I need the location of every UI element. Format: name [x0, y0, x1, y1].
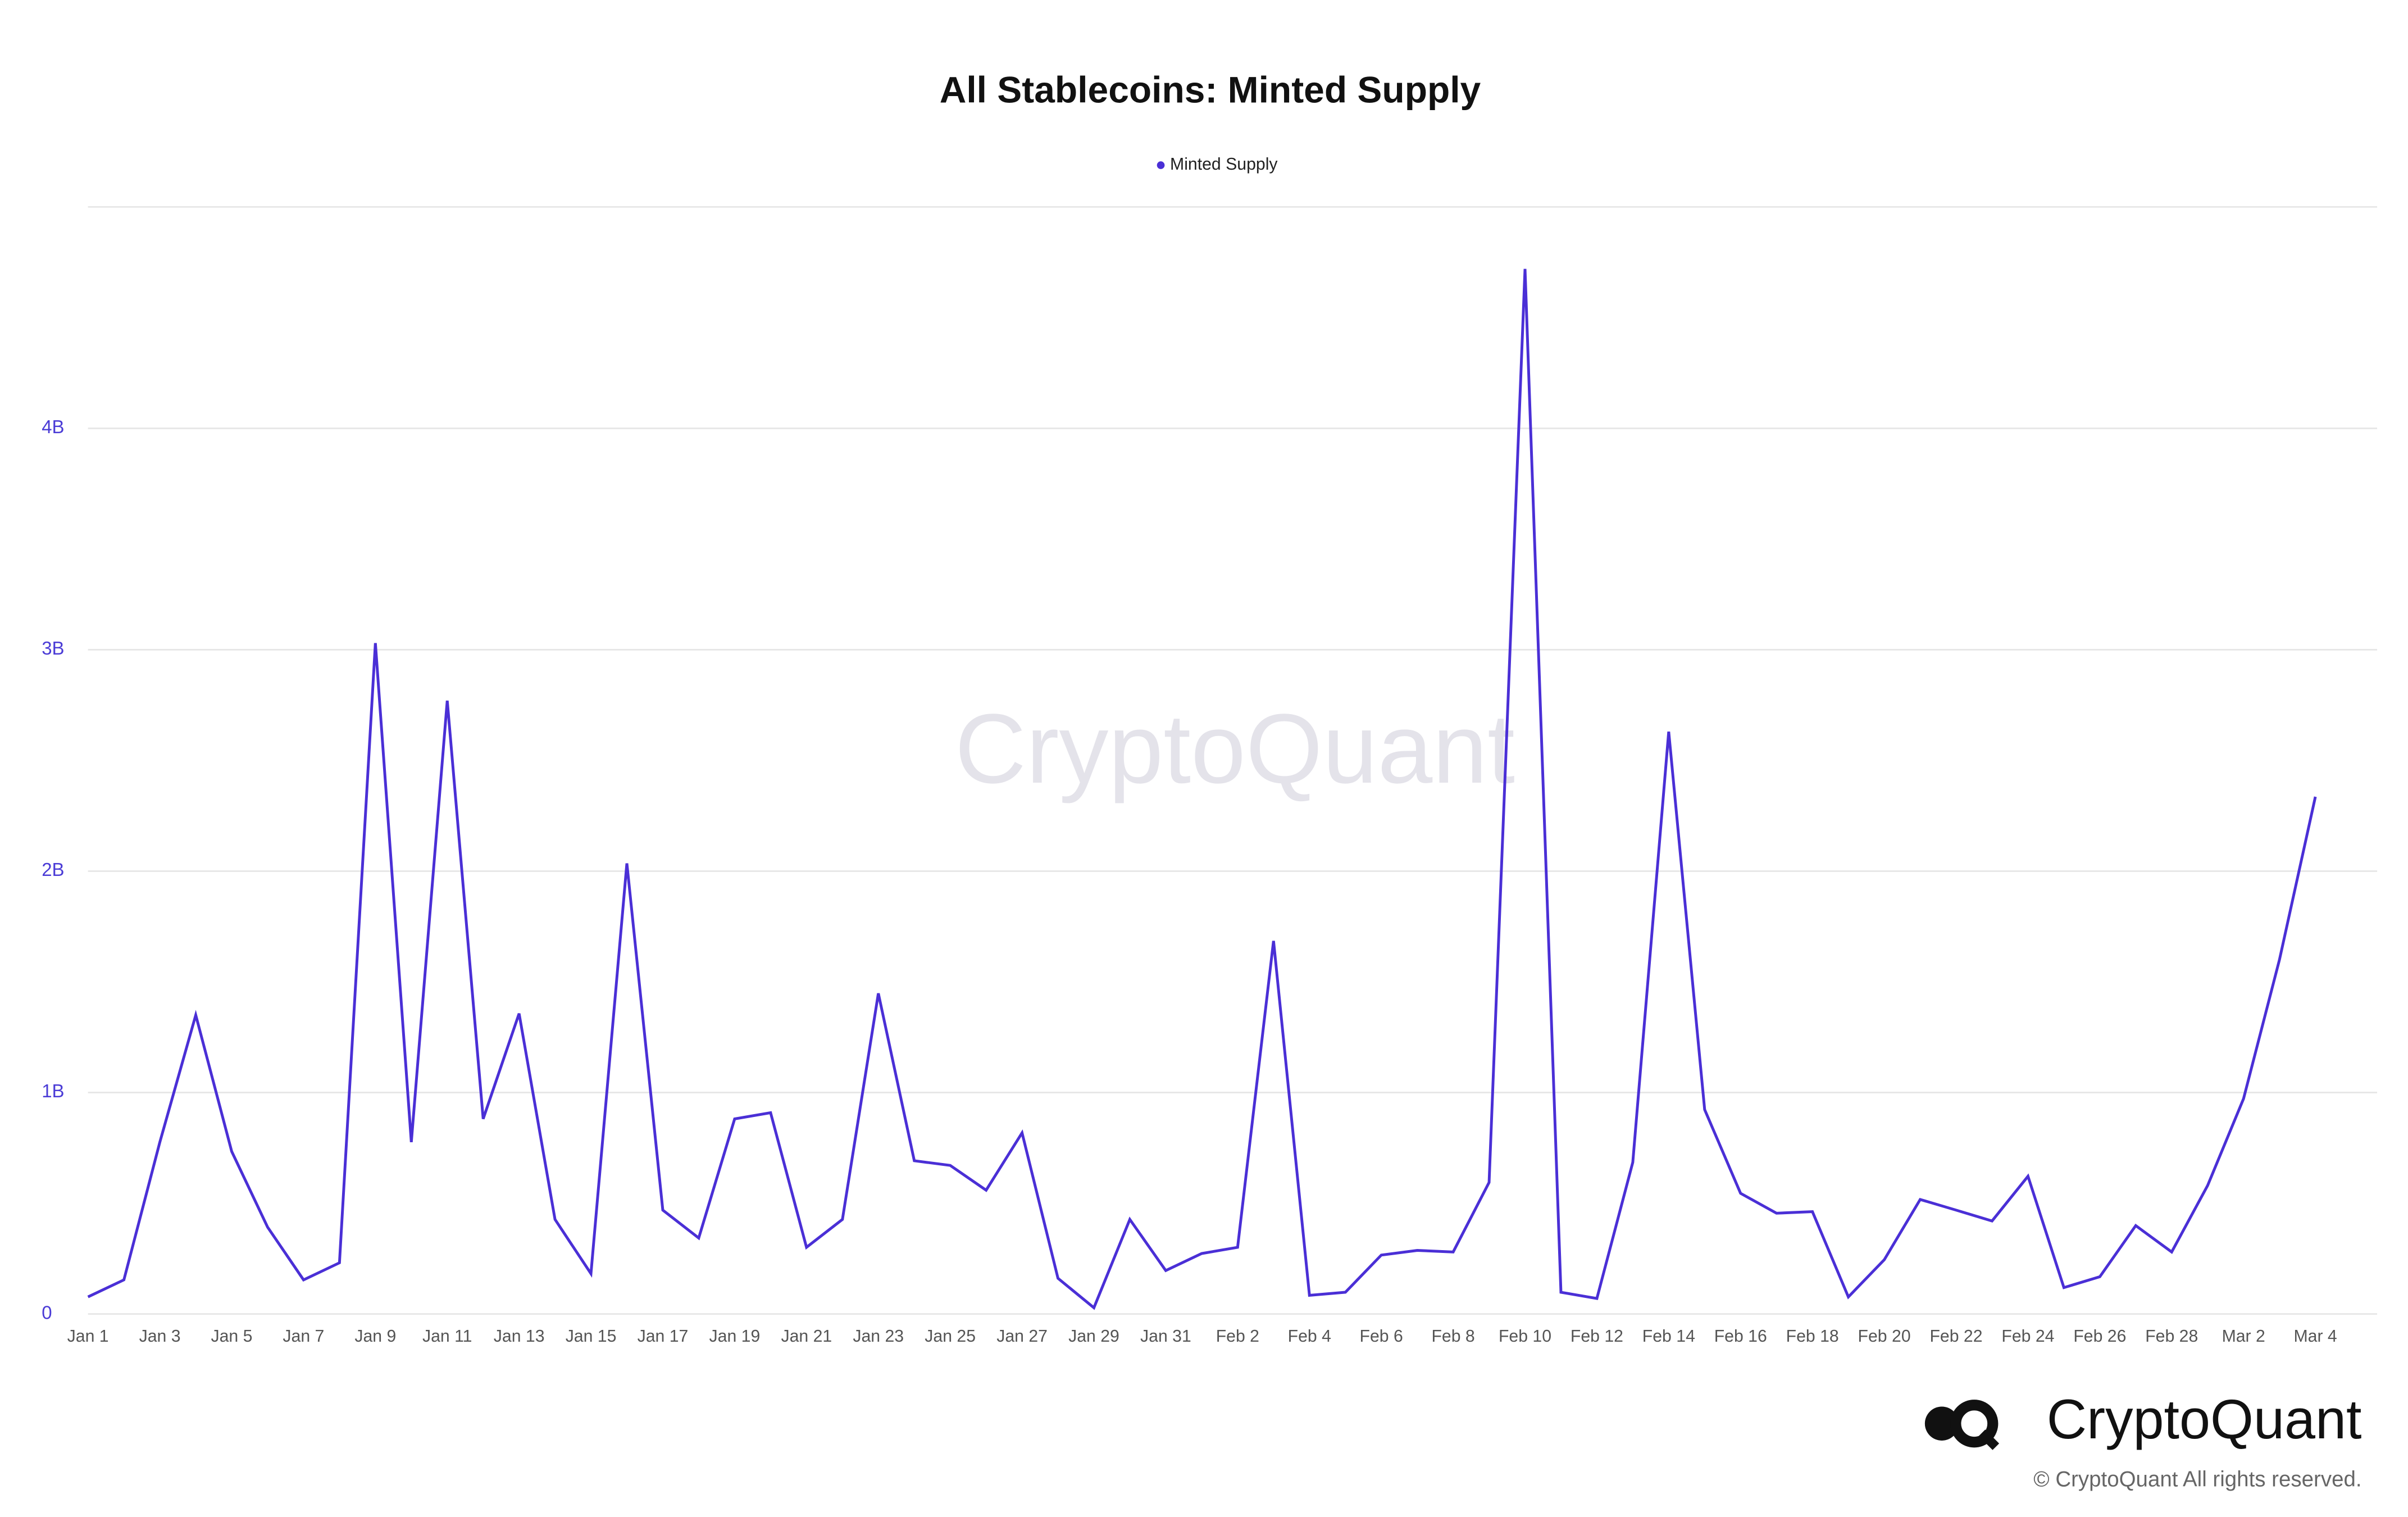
- legend-swatch: [1157, 161, 1165, 169]
- x-tick-label: Jan 17: [638, 1327, 689, 1346]
- chart-title: All Stablecoins: Minted Supply: [940, 69, 1481, 110]
- x-tick-label: Feb 18: [1786, 1327, 1839, 1346]
- x-tick-label: Jan 11: [422, 1327, 472, 1346]
- y-tick-label: 2B: [42, 859, 64, 880]
- x-tick-label: Feb 20: [1858, 1327, 1911, 1346]
- legend-item: Minted Supply: [1157, 155, 1278, 174]
- logo-tail: [1978, 1429, 2000, 1450]
- legend-label: Minted Supply: [1170, 155, 1278, 174]
- x-tick-label: Mar 4: [2293, 1327, 2337, 1346]
- y-tick-label: 3B: [42, 638, 64, 658]
- x-tick-label: Feb 16: [1714, 1327, 1767, 1346]
- x-tick-label: Jan 3: [139, 1327, 181, 1346]
- x-tick-label: Feb 10: [1499, 1327, 1551, 1346]
- brand: CryptoQuant: [2047, 1388, 2362, 1450]
- y-tick-label: 0: [42, 1302, 52, 1323]
- x-tick-label: Jan 21: [781, 1327, 832, 1346]
- x-tick-label: Jan 25: [925, 1327, 976, 1346]
- x-tick-label: Jan 23: [853, 1327, 904, 1346]
- x-tick-label: Feb 8: [1431, 1327, 1474, 1346]
- x-tick-label: Feb 26: [2073, 1327, 2126, 1346]
- logo-ring: [1950, 1400, 1999, 1448]
- x-tick-label: Feb 2: [1216, 1327, 1259, 1346]
- x-tick-label: Mar 2: [2222, 1327, 2265, 1346]
- logo-dot: [1924, 1406, 1959, 1441]
- x-tick-label: Jan 27: [996, 1327, 1048, 1346]
- x-tick-label: Feb 12: [1571, 1327, 1623, 1346]
- series-line: [87, 269, 2317, 1310]
- x-tick-label: Feb 22: [1929, 1327, 1982, 1346]
- x-tick-label: Jan 7: [283, 1327, 324, 1346]
- x-tick-label: Jan 5: [211, 1327, 253, 1346]
- x-tick-label: Feb 4: [1288, 1327, 1331, 1346]
- x-tick-label: Jan 29: [1068, 1327, 1119, 1346]
- x-tick-label: Jan 1: [67, 1327, 109, 1346]
- x-tick-label: Jan 31: [1140, 1327, 1191, 1346]
- y-tick-label: 4B: [42, 416, 64, 437]
- x-tick-label: Feb 28: [2145, 1327, 2198, 1346]
- x-tick-label: Feb 14: [1642, 1327, 1695, 1346]
- x-tick-label: Feb 24: [2001, 1327, 2054, 1346]
- x-tick-label: Feb 6: [1360, 1327, 1403, 1346]
- copyright: © CryptoQuant All rights reserved.: [2033, 1468, 2361, 1492]
- logo: [1924, 1400, 2000, 1450]
- x-tick-label: Jan 15: [566, 1327, 617, 1346]
- x-tick-label: Jan 9: [354, 1327, 396, 1346]
- y-tick-label: 1B: [42, 1080, 64, 1101]
- x-tick-label: Jan 13: [494, 1327, 545, 1346]
- watermark: CryptoQuant: [955, 694, 1515, 804]
- x-tick-label: Jan 19: [709, 1327, 761, 1346]
